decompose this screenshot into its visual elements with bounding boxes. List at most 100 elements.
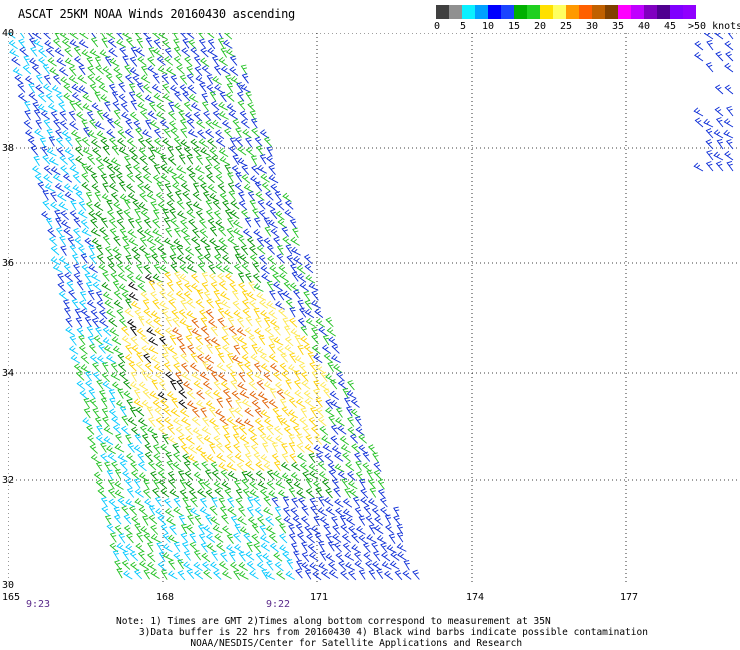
wind-barb [284,336,294,347]
wind-barb [102,337,113,346]
wind-barb [201,416,210,427]
wind-barb [136,82,145,93]
wind-barb [296,532,306,543]
wind-barb [133,120,142,131]
wind-barb [95,210,105,221]
wind-barb [59,120,69,130]
wind-barb [314,434,323,445]
wind-barb [727,33,734,40]
wind-barb [108,389,116,400]
wind-barb [233,263,243,274]
wind-barb [256,145,264,156]
wind-barb [34,128,44,138]
wind-barb [145,318,155,328]
wind-barb [209,237,219,248]
wind-barb [241,398,252,408]
wind-barb [284,209,294,219]
wind-barb [235,136,244,147]
wind-barb [289,352,297,363]
wind-barb [195,399,206,409]
wind-barb [251,533,260,544]
wind-barb [61,129,72,139]
wind-barb [209,147,219,158]
wind-barb [291,461,301,472]
wind-barb [144,443,153,454]
wind-barb [317,507,328,517]
wind-barb [98,309,108,320]
wind-barb [91,33,97,39]
wind-barb [152,299,160,310]
wind-barb [92,281,102,292]
wind-barb [153,164,161,175]
wind-barb [363,552,373,562]
wind-barb [117,272,128,282]
wind-barb [22,64,32,75]
wind-barb [140,334,150,345]
wind-barb [122,55,129,66]
wind-barb [261,569,268,580]
wind-barb [232,118,241,129]
wind-barb [128,237,139,247]
wind-barb [307,543,317,554]
wind-barb [196,289,204,300]
wind-barb [241,290,249,301]
wind-barb [123,525,133,535]
wind-barb [152,73,160,84]
wind-barb [268,533,278,543]
wind-barb [254,407,263,418]
wind-barb [230,379,238,390]
wind-barb [139,192,148,203]
wind-barb [305,274,316,284]
wind-barb [258,334,266,346]
wind-barb [211,55,219,67]
wind-barb [353,551,363,562]
wind-barb [272,371,282,382]
wind-barb [107,262,117,273]
wind-barb [205,209,214,220]
wind-barb [191,318,200,329]
wind-barb [179,264,189,274]
wind-barb [113,201,123,211]
wind-barb [24,101,31,112]
wind-barb [162,434,169,445]
wind-barb [205,128,215,139]
wind-barb [228,110,238,120]
wind-barb [243,418,254,428]
wind-barb [217,272,227,283]
wind-barb [201,281,209,292]
wind-barb [131,344,141,355]
wind-barb [43,174,53,184]
wind-barb [110,271,119,283]
wind-barb [203,290,212,301]
wind-barb [85,281,93,293]
wind-barb [276,415,283,426]
wind-barb [269,542,279,553]
wind-barb [76,380,86,391]
wind-barb [109,532,117,543]
wind-barb [138,472,149,482]
wind-barb [175,280,184,291]
wind-barb [264,326,274,337]
wind-barb [165,227,173,238]
wind-barb [69,120,79,131]
wind-barb [349,433,359,444]
wind-barb [76,370,85,381]
wind-barb-map [8,33,740,585]
wind-barb [136,352,144,363]
wind-barb [240,245,249,256]
wind-barb [196,119,206,129]
wind-barb [100,94,110,104]
wind-barb [144,498,154,508]
wind-barb [101,37,108,48]
wind-barb [227,470,238,480]
wind-barb [140,74,151,84]
wind-barb [98,263,109,273]
wind-barb [277,489,288,499]
wind-barb [226,103,237,113]
wind-barb [274,515,284,526]
wind-barb [162,532,171,543]
wind-barb [74,100,84,111]
wind-barb [115,173,125,184]
wind-barb [194,65,203,77]
wind-barb [263,496,272,507]
